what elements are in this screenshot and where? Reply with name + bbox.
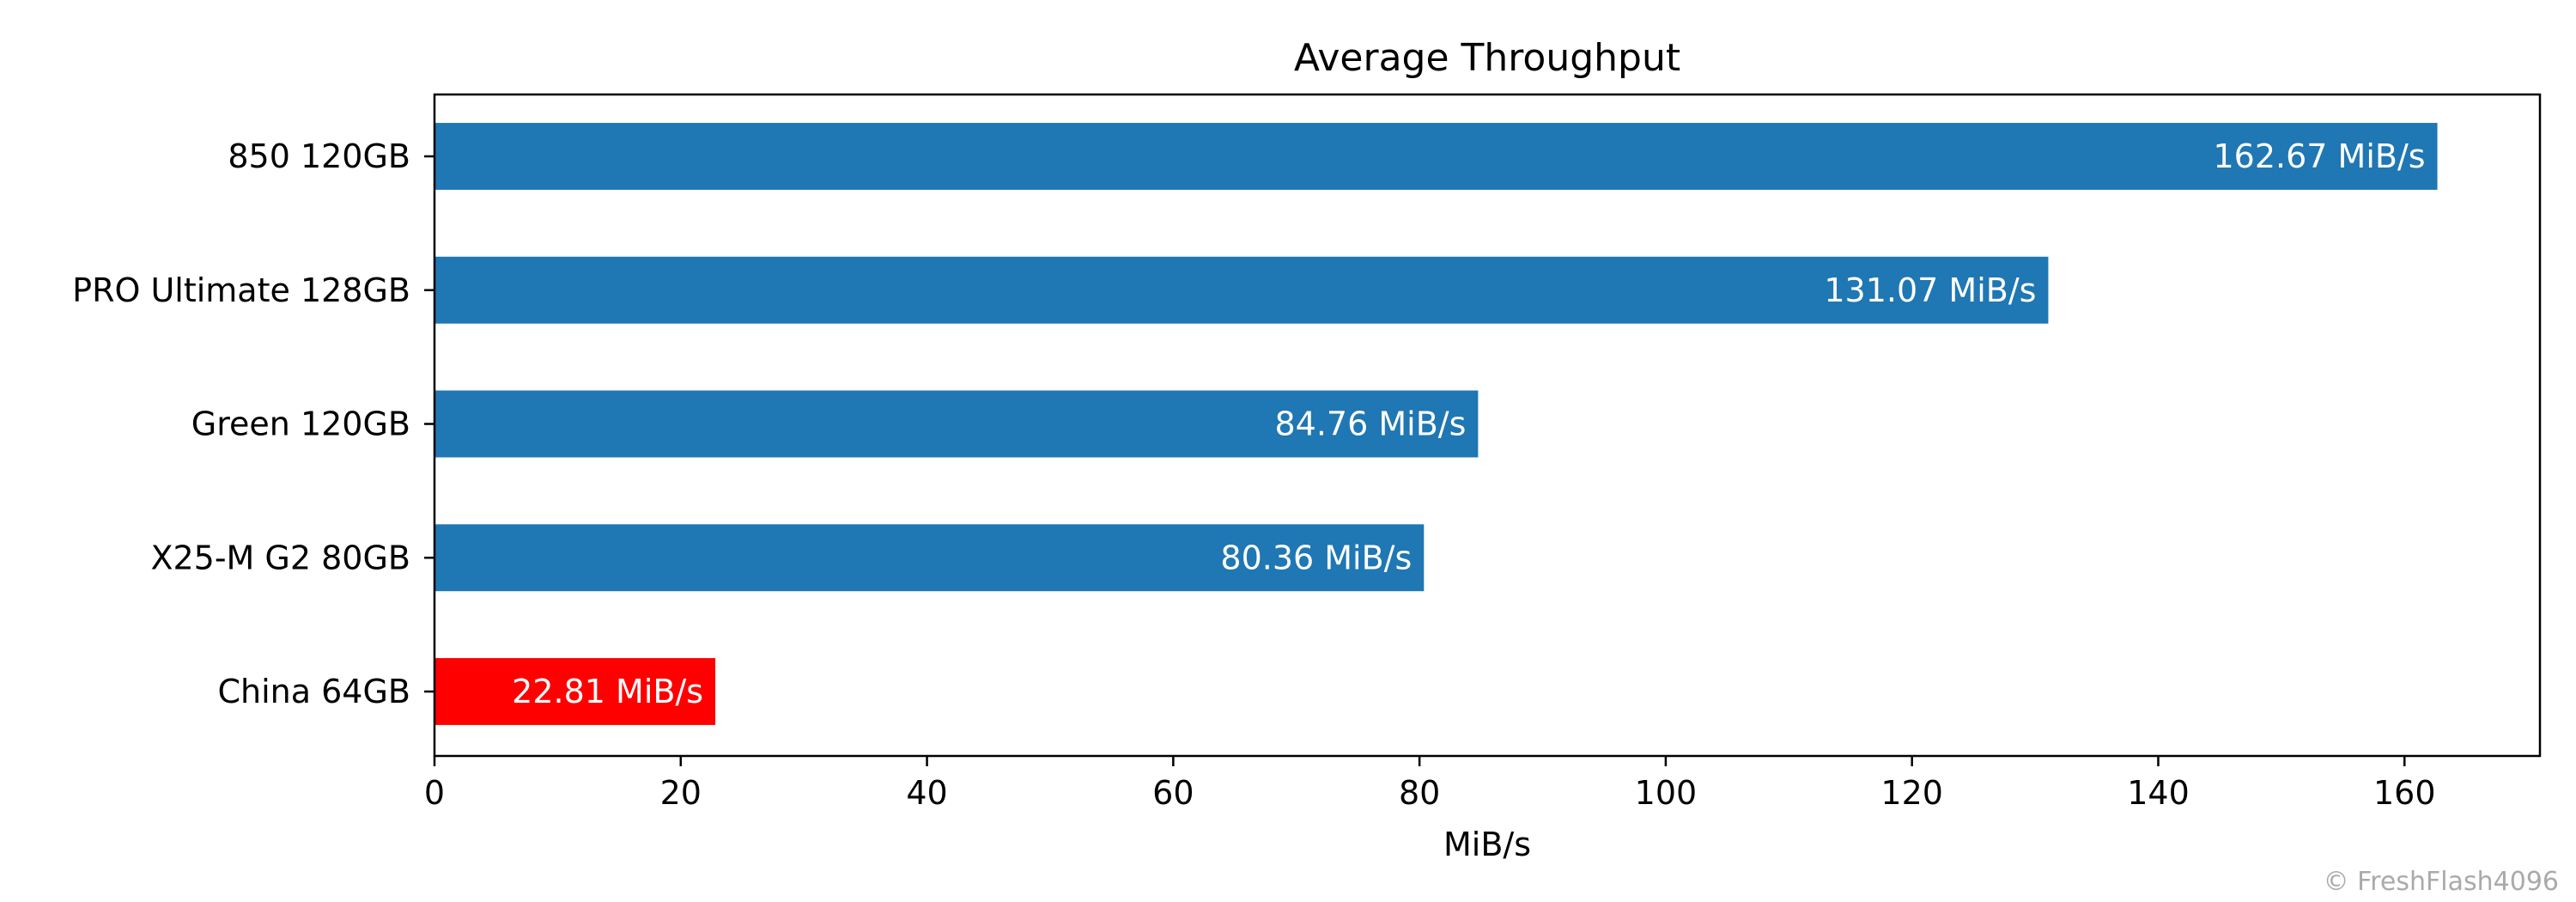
bar xyxy=(434,658,716,725)
watermark: © FreshFlash4096 xyxy=(2324,867,2559,897)
x-tick-label: 20 xyxy=(660,774,702,812)
bar xyxy=(434,256,2049,324)
value-labels-group: 162.67 MiB/s 131.07 MiB/s 84.76 MiB/s 80.36… xyxy=(512,137,2425,710)
x-tick-label: 0 xyxy=(424,774,445,812)
x-tick-label: 160 xyxy=(2373,774,2436,812)
plot-frame xyxy=(433,93,2542,758)
x-tick-label: 140 xyxy=(2127,774,2190,812)
bar-value-label: 80.36 MiB/s xyxy=(1220,539,1412,576)
y-tick-label: 850 120GB xyxy=(228,137,410,175)
y-axis: 850 120GB PRO Ultimate 128GB Green 120GB X2… xyxy=(72,137,434,710)
y-tick-label: China 64GB xyxy=(218,673,411,710)
chart-title: Average Throughput xyxy=(1294,36,1680,80)
x-axis-label: MiB/s xyxy=(1443,826,1531,863)
x-tick-label: 60 xyxy=(1152,774,1194,812)
y-tick-label: Green 120GB xyxy=(191,405,410,443)
bars-group xyxy=(434,123,2438,725)
x-tick-label: 100 xyxy=(1635,774,1698,812)
bar-value-label: 84.76 MiB/s xyxy=(1274,405,1466,443)
bar-value-label: 162.67 MiB/s xyxy=(2213,137,2425,175)
bar xyxy=(434,390,1479,458)
y-tick-label: X25-M G2 80GB xyxy=(150,539,410,576)
bar-value-label: 22.81 MiB/s xyxy=(512,673,703,710)
bar xyxy=(434,123,2438,190)
x-axis: 0 20 40 60 80 100 120 140 160 xyxy=(424,756,2436,812)
y-tick-label: PRO Ultimate 128GB xyxy=(72,271,410,309)
x-tick-label: 80 xyxy=(1399,774,1440,812)
bar xyxy=(434,524,1425,592)
x-tick-label: 40 xyxy=(906,774,947,812)
x-tick-label: 120 xyxy=(1880,774,1943,812)
bar-value-label: 131.07 MiB/s xyxy=(1824,271,2036,309)
